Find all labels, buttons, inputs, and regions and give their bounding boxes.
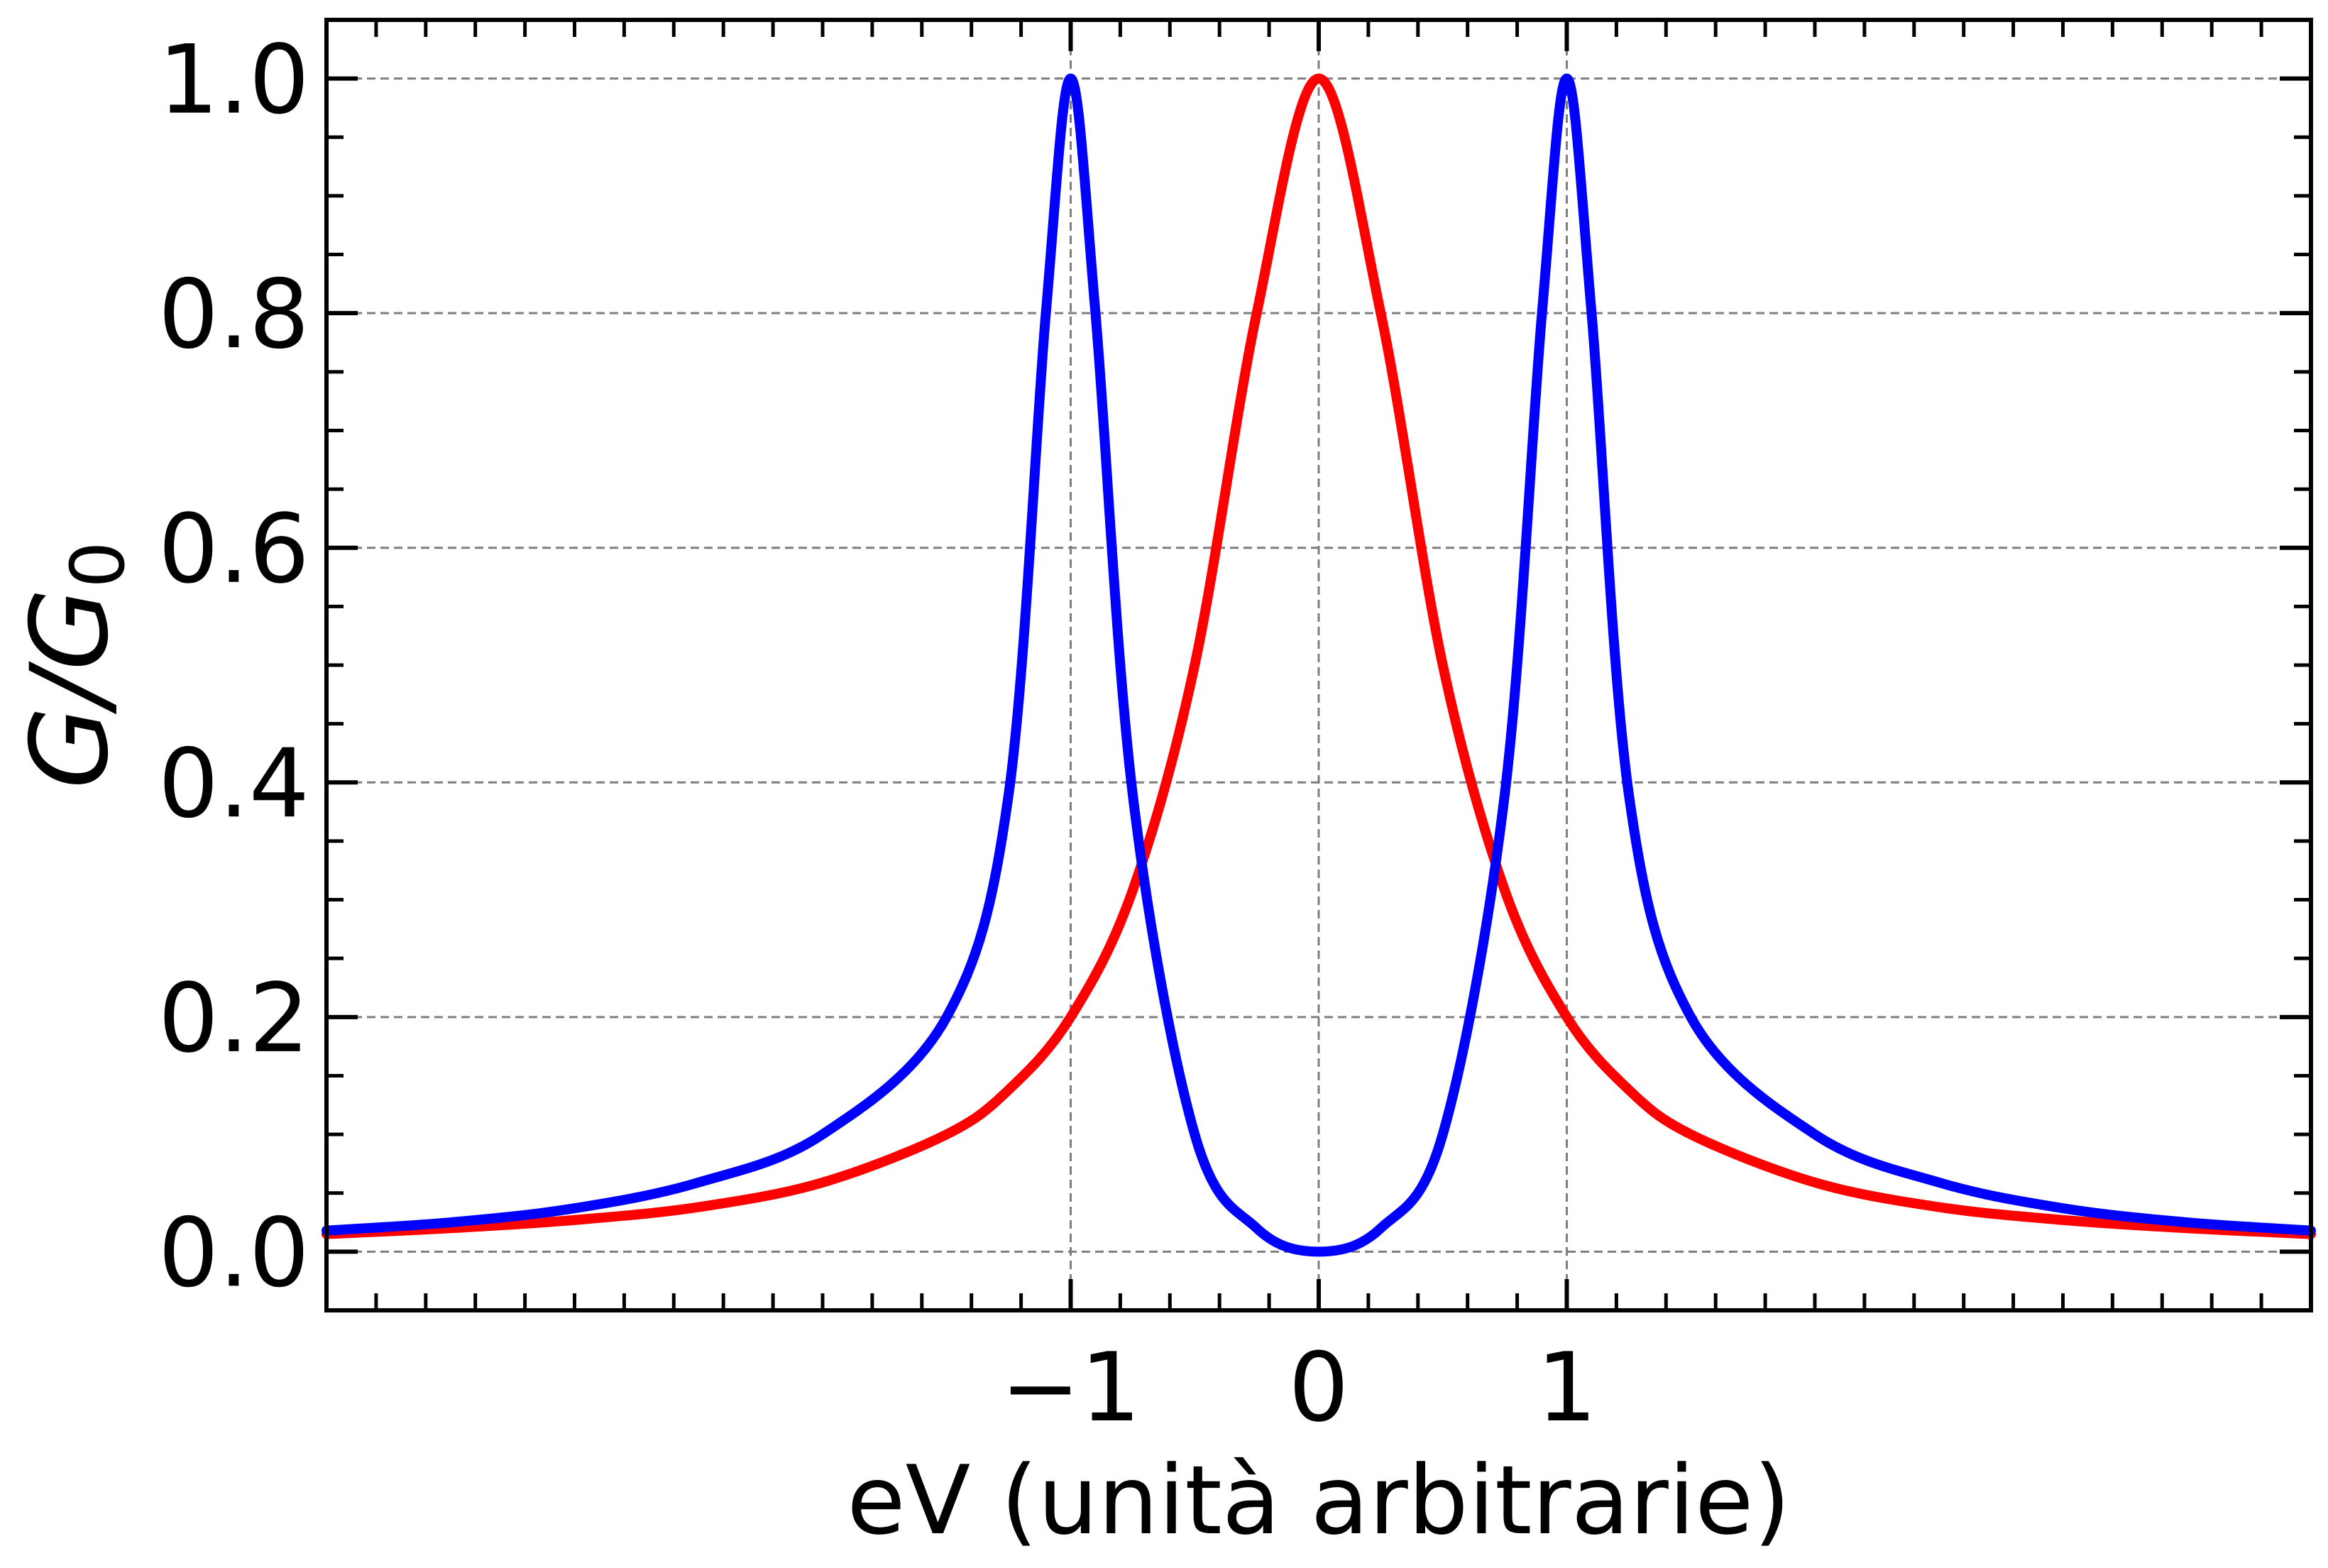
tick-marks (324, 18, 2313, 1312)
series-line-2 (322, 73, 2316, 1257)
y-tick-label: 1.0 (158, 25, 309, 136)
y-axis-label-main: G/G (9, 588, 132, 789)
y-tick-label: 0.0 (158, 1197, 309, 1308)
y-tick-label: 0.6 (158, 494, 309, 605)
x-tick-label: −1 (1001, 1332, 1141, 1443)
y-tick-label: 0.8 (158, 259, 309, 370)
grid-lines (326, 20, 2311, 1310)
y-tick-label: 0.2 (158, 963, 309, 1074)
svg-text:G/G0: G/G0 (9, 541, 141, 789)
tick-labels: −1 0 1 0.0 0.2 0.4 0.6 0.8 1.0 (158, 25, 1597, 1443)
y-tick-label: 0.4 (158, 728, 309, 839)
x-axis-label: eV (unità arbitrarie) (847, 1445, 1791, 1556)
y-axis-label-subscript: 0 (55, 541, 141, 588)
x-tick-label: 0 (1288, 1332, 1349, 1443)
x-tick-label: 1 (1537, 1332, 1597, 1443)
series-layer (322, 73, 2316, 1257)
series-line-1 (322, 73, 2316, 1239)
y-axis-label: G/G0 (9, 541, 141, 789)
plot-frame (324, 18, 2313, 1312)
